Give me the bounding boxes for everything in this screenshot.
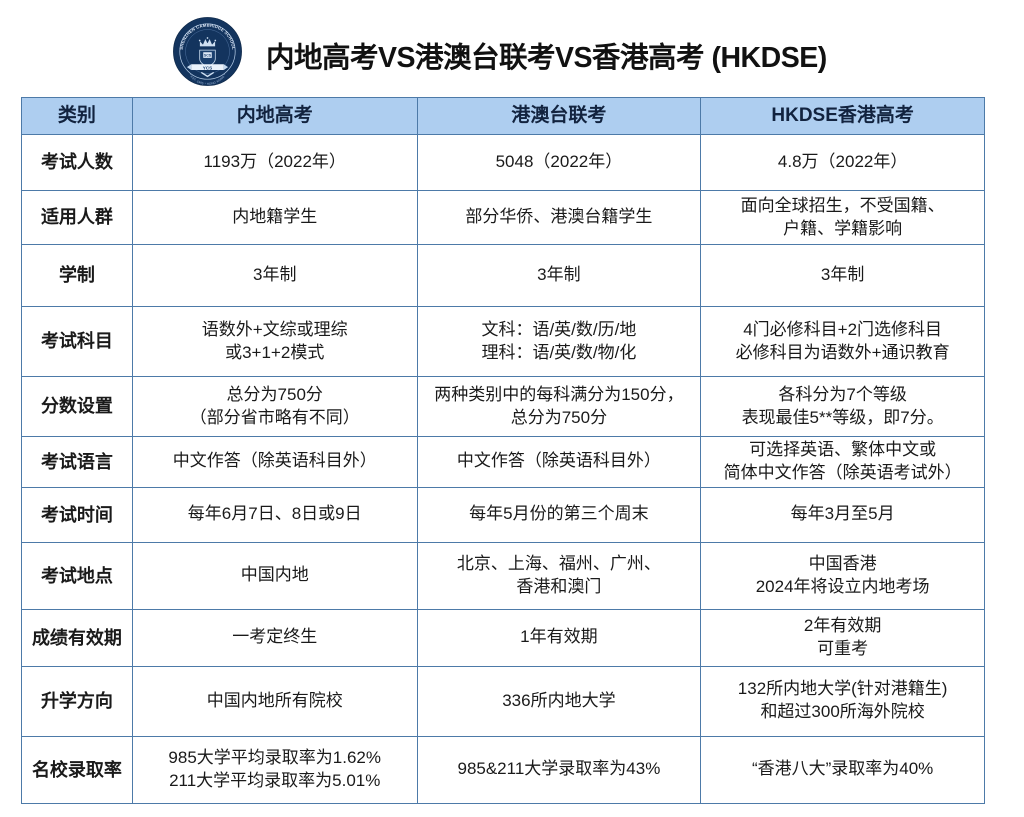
svg-text:YCS: YCS <box>203 65 212 70</box>
svg-text:SCS: SCS <box>204 53 212 57</box>
